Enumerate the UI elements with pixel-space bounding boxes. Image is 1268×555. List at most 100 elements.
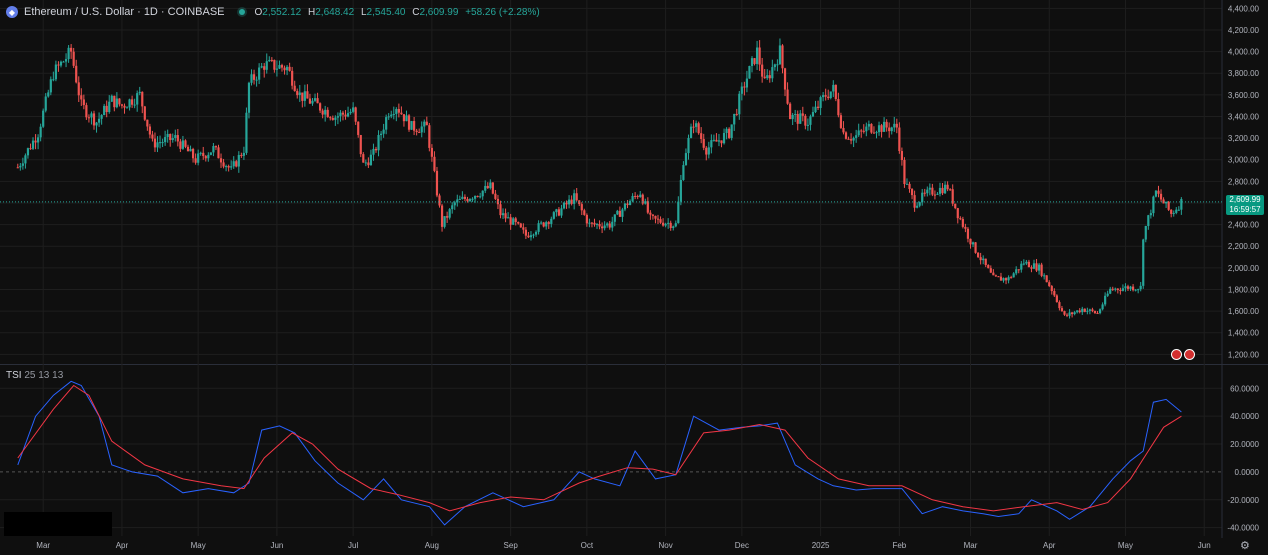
candle-body — [722, 132, 726, 144]
candle-body — [34, 140, 37, 143]
candle-body — [1137, 289, 1140, 291]
candle-body — [377, 134, 380, 151]
candle-body — [77, 82, 80, 96]
candle-body — [110, 95, 113, 102]
candle-body — [1149, 213, 1152, 216]
candle-body — [169, 133, 172, 141]
candle-body — [590, 222, 594, 224]
candle-body — [781, 45, 784, 69]
candle-body — [349, 111, 352, 114]
indicator-name: TSI — [6, 370, 22, 381]
candle-body — [692, 126, 695, 128]
candle-body — [255, 79, 258, 81]
gear-icon[interactable]: ⚙ — [1240, 540, 1250, 552]
price-tick-label: 3,600.00 — [1228, 91, 1260, 100]
candle-body — [639, 194, 642, 198]
candle-body — [888, 127, 891, 132]
candle-body — [588, 222, 591, 224]
candle-body — [1177, 209, 1180, 211]
candle-body — [755, 47, 759, 64]
candle-body — [529, 235, 533, 238]
candle-body — [174, 135, 177, 139]
candle-body — [336, 116, 339, 118]
candle-body — [242, 152, 245, 156]
candle-body — [661, 222, 665, 226]
candle-body — [974, 242, 977, 253]
candle-body — [341, 112, 345, 115]
candle-body — [161, 142, 164, 144]
candle-body — [659, 219, 662, 223]
time-tick-label: Apr — [1043, 541, 1056, 550]
candle-body — [763, 76, 766, 79]
candle-body — [293, 85, 296, 91]
candle-body — [809, 116, 812, 125]
candle-body — [471, 198, 474, 200]
candle-body — [573, 193, 576, 204]
price-tick-label: 2,000.00 — [1228, 264, 1260, 273]
candle-body — [415, 130, 418, 133]
candle-body — [237, 154, 240, 167]
indicator-legend[interactable]: TSI 25 13 13 — [6, 370, 63, 381]
candle-body — [227, 166, 230, 168]
candle-body — [783, 68, 787, 90]
candle-body — [1083, 308, 1086, 312]
candle-body — [1088, 309, 1091, 311]
candle-body — [265, 61, 268, 70]
candle-body — [423, 121, 426, 127]
candle-body — [966, 228, 970, 239]
candle-body — [47, 92, 50, 97]
candle-body — [654, 215, 657, 219]
price-tick-label: 1,200.00 — [1228, 350, 1260, 359]
candle-body — [80, 95, 83, 100]
us-flag-icon[interactable] — [1184, 349, 1195, 360]
candle-body — [626, 203, 629, 206]
candle-body — [29, 148, 32, 150]
candle-body — [822, 95, 825, 98]
candle-body — [799, 113, 802, 124]
candle-body — [522, 227, 525, 230]
candle-body — [631, 195, 634, 201]
candle-body — [560, 208, 563, 216]
us-flag-icon[interactable] — [1171, 349, 1182, 360]
candle-body — [540, 222, 543, 224]
candle-body — [987, 265, 990, 269]
candle-body — [326, 109, 329, 118]
candle-body — [946, 184, 949, 190]
candle-body — [705, 147, 708, 155]
candle-body — [1058, 302, 1061, 309]
candle-body — [303, 91, 306, 101]
candle-body — [413, 121, 416, 131]
candle-body — [621, 209, 624, 217]
candle-body — [1081, 308, 1084, 313]
candle-body — [222, 162, 225, 167]
candle-body — [941, 187, 944, 194]
candle-body — [710, 140, 713, 148]
candle-body — [1129, 286, 1132, 289]
last-price-value: 2,609.99 — [1229, 195, 1261, 204]
candle-body — [87, 117, 91, 119]
candle-body — [527, 235, 530, 238]
candle-body — [82, 99, 85, 106]
candle-body — [758, 47, 761, 65]
candle-body — [992, 272, 995, 276]
candle-body — [644, 201, 647, 204]
candle-body — [148, 126, 151, 135]
candle-body — [392, 113, 395, 115]
high-label: H — [308, 6, 316, 18]
candle-body — [31, 140, 35, 149]
candle-body — [379, 133, 383, 135]
time-tick-label: Mar — [36, 541, 50, 550]
candle-body — [125, 107, 129, 109]
candle-body — [402, 114, 406, 122]
symbol-title[interactable]: Ethereum / U.S. Dollar · 1D · COINBASE — [24, 6, 225, 18]
candle-body — [512, 218, 515, 225]
candle-body — [565, 202, 568, 205]
candle-body — [354, 107, 357, 122]
candle-body — [611, 221, 614, 228]
high-value: 2,648.42 — [315, 6, 355, 18]
candle-body — [362, 154, 365, 163]
price-tick-label: 1,800.00 — [1228, 285, 1260, 294]
candle-body — [555, 209, 558, 213]
price-tick-label: 4,000.00 — [1228, 48, 1260, 57]
